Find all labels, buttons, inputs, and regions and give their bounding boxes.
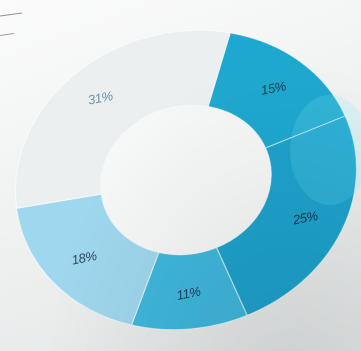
slice-label: 18% — [70, 248, 98, 268]
slice-label: 15% — [260, 78, 288, 98]
slice-label: 11% — [175, 284, 202, 303]
light-glare — [290, 95, 361, 205]
donut-hole — [100, 105, 272, 255]
slice-label: 31% — [87, 88, 115, 108]
slice-label: 25% — [291, 208, 320, 228]
